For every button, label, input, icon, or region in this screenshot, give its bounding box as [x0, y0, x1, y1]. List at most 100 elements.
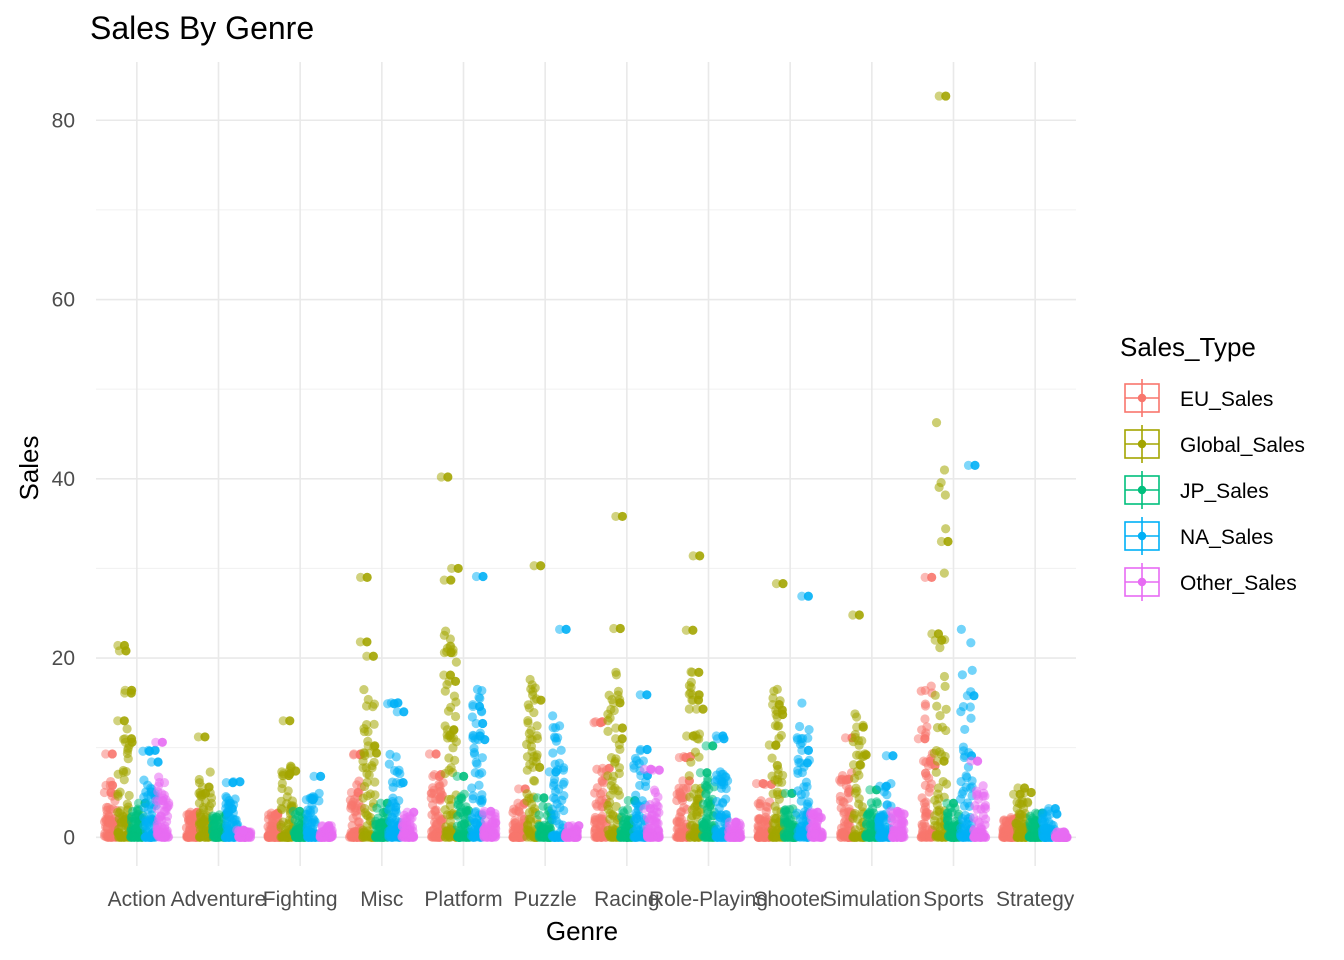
data-point — [611, 511, 621, 522]
data-point — [158, 795, 168, 806]
data-point — [461, 802, 471, 812]
data-point — [431, 805, 441, 815]
data-point — [539, 793, 549, 803]
data-point — [513, 822, 524, 833]
data-point — [479, 831, 489, 841]
grid-lines — [96, 62, 1076, 866]
data-point — [270, 810, 280, 820]
data-point — [474, 701, 485, 712]
data-point — [617, 734, 627, 744]
data-point — [556, 745, 566, 755]
legend-key-point — [1137, 393, 1147, 403]
data-point — [698, 704, 708, 714]
data-point — [957, 670, 967, 680]
data-point — [598, 787, 608, 797]
data-point — [678, 776, 688, 786]
data-point — [442, 725, 452, 735]
x-axis-title: Genre — [546, 916, 618, 946]
data-point — [629, 832, 640, 842]
data-point — [934, 482, 944, 492]
data-point — [935, 642, 945, 653]
data-point — [966, 638, 976, 648]
data-point — [892, 806, 902, 816]
data-point — [450, 676, 461, 686]
data-point — [477, 686, 487, 696]
data-point — [941, 704, 951, 714]
data-point — [617, 723, 628, 733]
data-point — [764, 740, 774, 750]
legend-key-point — [1137, 577, 1147, 587]
data-point — [776, 730, 787, 740]
data-point — [930, 635, 940, 645]
data-point — [931, 418, 942, 428]
data-point — [920, 780, 930, 790]
data-point — [474, 780, 484, 790]
data-point — [523, 825, 533, 836]
data-point — [200, 788, 211, 798]
data-point — [768, 693, 778, 703]
data-point — [450, 755, 460, 765]
data-point — [866, 827, 876, 837]
data-point — [128, 820, 138, 830]
data-point — [529, 775, 539, 786]
data-point — [778, 709, 788, 720]
data-point — [614, 790, 625, 800]
data-point — [369, 699, 379, 709]
y-tick-label: 0 — [63, 826, 75, 849]
x-tick-label: Shooter — [753, 888, 827, 911]
data-point — [315, 771, 326, 781]
data-point — [939, 756, 949, 766]
data-point — [654, 765, 664, 775]
data-point — [480, 735, 490, 745]
data-point — [761, 807, 771, 817]
x-tick-label: Role-Playing — [649, 888, 768, 911]
data-point — [435, 795, 445, 805]
data-point — [689, 802, 700, 813]
data-point — [283, 786, 293, 796]
data-point — [609, 623, 619, 634]
data-point — [855, 760, 865, 770]
data-point — [851, 832, 861, 842]
data-point — [193, 732, 204, 742]
data-point — [549, 781, 559, 791]
data-point — [367, 760, 377, 771]
data-point — [114, 824, 124, 834]
data-point — [939, 568, 949, 578]
data-point — [227, 804, 237, 814]
data-point — [370, 777, 380, 787]
data-point — [534, 810, 544, 820]
data-point — [530, 683, 540, 693]
data-point — [617, 812, 627, 822]
data-point — [774, 721, 784, 731]
legend-title: Sales_Type — [1120, 332, 1256, 362]
data-point — [548, 711, 558, 721]
data-point — [712, 832, 722, 842]
data-point — [459, 771, 469, 781]
data-point — [399, 828, 409, 838]
data-point — [478, 718, 488, 729]
data-point — [835, 791, 845, 802]
data-point — [106, 787, 116, 798]
data-point — [960, 724, 970, 735]
data-point — [356, 572, 366, 582]
data-point — [277, 770, 287, 781]
x-tick-label: Adventure — [171, 888, 267, 911]
data-point — [1011, 818, 1021, 829]
data-point — [913, 734, 923, 744]
data-point — [399, 707, 409, 717]
legend-label: Global_Sales — [1180, 434, 1305, 457]
data-point — [428, 771, 438, 781]
data-point — [308, 795, 318, 805]
data-point — [157, 737, 167, 747]
data-point — [1028, 819, 1038, 829]
data-point — [688, 551, 698, 561]
data-point — [153, 757, 163, 767]
data-point — [536, 695, 546, 705]
data-point — [371, 748, 382, 758]
x-tick-label: Platform — [424, 888, 502, 911]
data-point — [852, 712, 862, 722]
data-point — [771, 740, 781, 750]
data-point — [139, 802, 149, 813]
legend-label: NA_Sales — [1180, 526, 1273, 549]
data-point — [611, 670, 622, 680]
